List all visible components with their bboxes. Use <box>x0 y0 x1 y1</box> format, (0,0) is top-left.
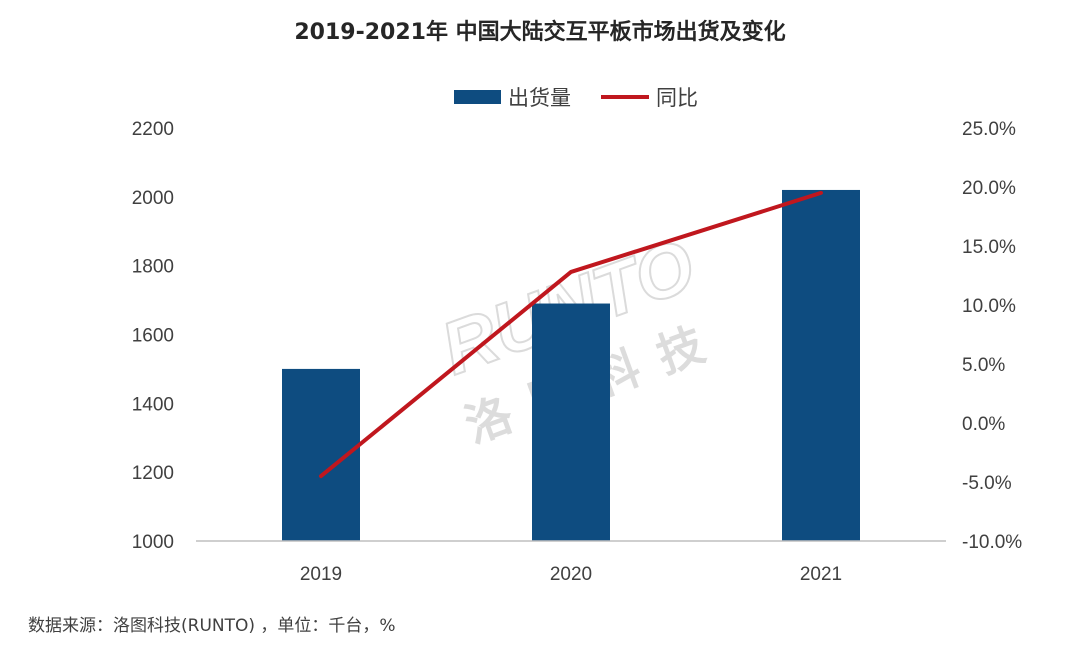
chart-title: 2019-2021年 中国大陆交互平板市场出货及变化 <box>294 20 786 45</box>
bar-2020 <box>532 303 610 541</box>
x-axis-tick-label: 2019 <box>300 564 342 585</box>
bar-2021 <box>782 189 860 541</box>
right-axis-tick-label: 0.0% <box>962 414 1005 435</box>
right-axis-tick-label: -5.0% <box>962 473 1012 494</box>
left-axis-tick-label: 1600 <box>132 326 174 347</box>
left-axis-tick-label: 2200 <box>132 119 174 140</box>
right-axis-tick-label: 5.0% <box>962 355 1005 376</box>
x-axis-tick-label: 2021 <box>800 564 842 585</box>
legend-label-line: 同比 <box>656 87 698 110</box>
left-axis-tick-label: 1400 <box>132 394 174 415</box>
right-axis-tick-label: 10.0% <box>962 296 1016 317</box>
left-axis-tick-label: 1000 <box>132 532 174 553</box>
x-axis-tick-label: 2020 <box>550 564 592 585</box>
right-axis-tick-label: 15.0% <box>962 237 1016 258</box>
legend-label-bar: 出货量 <box>508 87 571 110</box>
right-axis-tick-label: -10.0% <box>962 532 1022 553</box>
right-axis-tick-label: 25.0% <box>962 119 1016 140</box>
legend-swatch-bar <box>454 90 501 104</box>
source-note: 数据来源：洛图科技(RUNTO) ，单位：千台，% <box>28 616 396 636</box>
left-axis-tick-label: 1200 <box>132 463 174 484</box>
left-axis-tick-label: 2000 <box>132 188 174 209</box>
right-axis-tick-label: 20.0% <box>962 178 1016 199</box>
left-axis-tick-label: 1800 <box>132 257 174 278</box>
